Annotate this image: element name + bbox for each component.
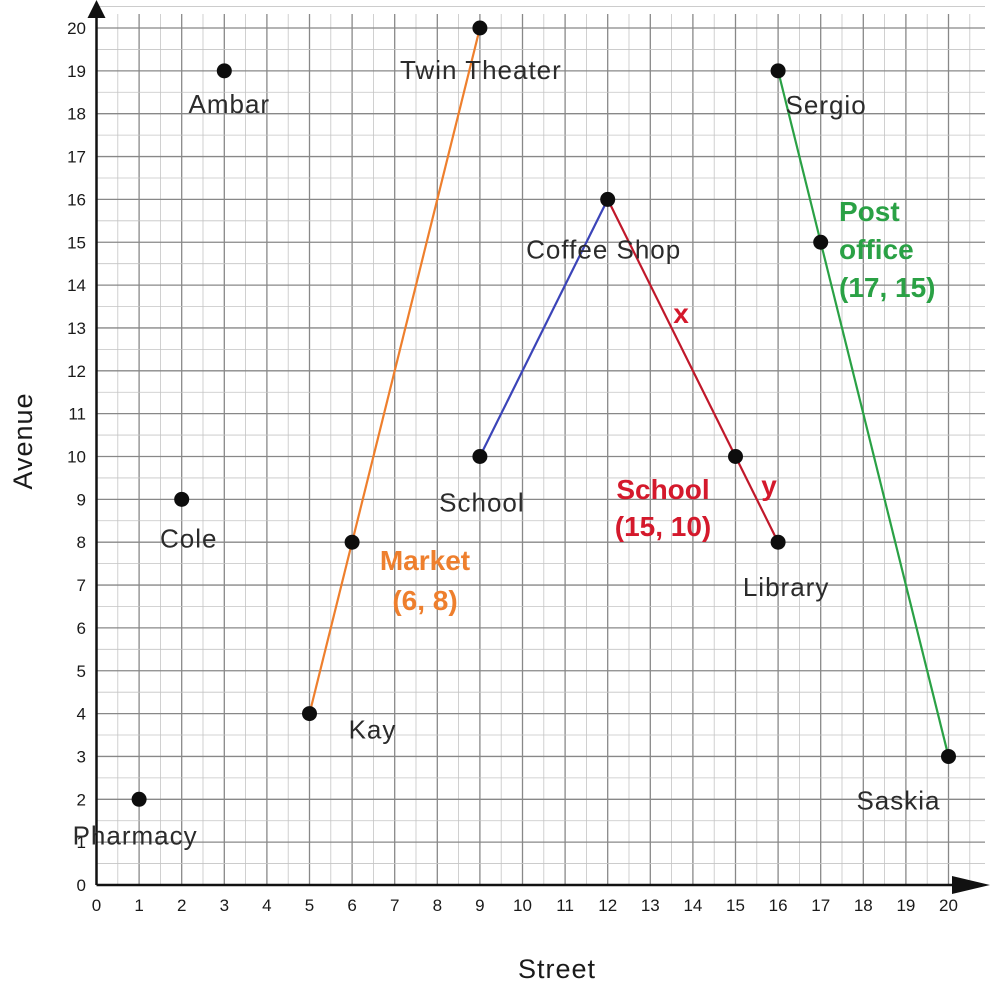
y-tick-label: 16 [67, 190, 86, 209]
y-tick-label: 14 [67, 276, 86, 295]
annotation-line: (17, 15) [839, 272, 936, 303]
annotation-line: (6, 8) [392, 585, 457, 616]
grid-lines [95, 6, 985, 886]
connector-segment [606, 198, 780, 543]
x-tick-label: 13 [641, 896, 660, 915]
annotations: Market (6, 8) School (15, 10) Post office (17,… [380, 196, 936, 616]
annotation-label: y [761, 470, 777, 501]
location-label: Coffee Shop [526, 234, 681, 264]
x-tick-label: 17 [811, 896, 830, 915]
x-tick-label: 1 [134, 896, 143, 915]
location-label: Ambar [189, 89, 271, 119]
x-tick-label: 2 [177, 896, 186, 915]
y-tick-label: 2 [77, 790, 86, 809]
x-tick-label: 16 [769, 896, 788, 915]
x-tick-label: 0 [92, 896, 101, 915]
location-point [302, 706, 317, 722]
y-tick-label: 1 [77, 833, 86, 852]
annotation-line: y [761, 470, 777, 501]
location-point [813, 234, 829, 250]
x-tick-label: 8 [433, 896, 442, 915]
y-tick-label: 12 [67, 362, 86, 381]
location-label: Library [743, 572, 829, 602]
x-tick-label: 18 [854, 896, 873, 915]
y-tick-label: 9 [77, 490, 86, 509]
annotation-line: Market [380, 545, 470, 576]
location-point [770, 534, 786, 550]
location-point [472, 449, 488, 464]
location-points [131, 20, 956, 807]
location-label: Sergio [786, 90, 867, 120]
y-tick-label: 4 [77, 705, 86, 724]
location-point [344, 534, 360, 550]
location-label: Saskia [856, 785, 940, 815]
connector-segment [308, 27, 481, 714]
x-tick-label: 7 [390, 896, 399, 915]
location-point [728, 449, 743, 464]
y-tick-label: 18 [67, 105, 86, 124]
x-tick-label: 6 [347, 896, 356, 915]
y-axis-title: Avenue [8, 392, 38, 489]
tick-labels: 0 1 2 3 4 5 6 7 8 9 10 11 12 13 14 15 16 17 18 19 2001234567… [67, 19, 958, 915]
location-label: Kay [349, 715, 397, 745]
annotation-label: School (15, 10) [615, 474, 712, 542]
location-label: Pharmacy [73, 820, 198, 850]
x-tick-label: 3 [220, 896, 229, 915]
location-point [941, 748, 956, 764]
x-tick-label: 9 [475, 896, 484, 915]
y-tick-label: 17 [67, 148, 86, 167]
x-tick-label: 5 [305, 896, 314, 915]
x-tick-label: 15 [726, 896, 745, 915]
location-point [600, 191, 616, 207]
location-point [472, 20, 488, 36]
location-label: School [439, 488, 525, 518]
location-label: Cole [160, 523, 217, 553]
y-tick-label: 19 [67, 62, 86, 81]
annotation-line: Post [839, 196, 900, 227]
annotation-label: Post office (17, 15) [839, 196, 936, 303]
location-point [174, 491, 190, 507]
axes [87, 0, 990, 894]
y-tick-label: 13 [67, 319, 86, 338]
location-point [770, 63, 786, 79]
y-tick-label: 8 [77, 533, 86, 552]
x-axis-arrow [952, 876, 990, 894]
location-point [131, 791, 147, 807]
x-tick-label: 19 [896, 896, 915, 915]
x-axis-title: Street [518, 954, 596, 984]
annotation-line: School [616, 474, 709, 505]
annotation-line: office [839, 234, 914, 265]
annotation-line: (15, 10) [615, 511, 712, 542]
connector-segment [478, 198, 609, 457]
annotation-label: x [673, 298, 689, 329]
x-tick-label: 14 [683, 896, 702, 915]
x-tick-label: 12 [598, 896, 617, 915]
annotation-label: Market (6, 8) [380, 545, 470, 616]
y-tick-label: 10 [67, 448, 86, 467]
y-tick-label: 11 [68, 405, 86, 424]
y-tick-label: 7 [77, 576, 86, 595]
location-label: Twin Theater [400, 55, 562, 85]
x-tick-label: 10 [513, 896, 532, 915]
x-tick-label: 11 [556, 896, 574, 915]
location-labels: Pharmacy Cole Ambar Kay Twin Theater School Co… [73, 55, 940, 850]
connector-lines [308, 27, 950, 757]
x-tick-label: 4 [262, 896, 271, 915]
y-tick-label: 20 [67, 19, 86, 38]
y-tick-label: 6 [77, 619, 86, 638]
y-tick-label: 3 [77, 747, 86, 766]
y-tick-label: 15 [67, 233, 86, 252]
y-tick-label: 0 [77, 876, 86, 895]
y-axis-arrow [87, 0, 106, 18]
connector-segment [777, 70, 950, 757]
location-point [216, 63, 232, 79]
y-tick-label: 5 [77, 662, 86, 681]
annotation-line: x [673, 298, 689, 329]
x-tick-label: 20 [939, 896, 958, 915]
